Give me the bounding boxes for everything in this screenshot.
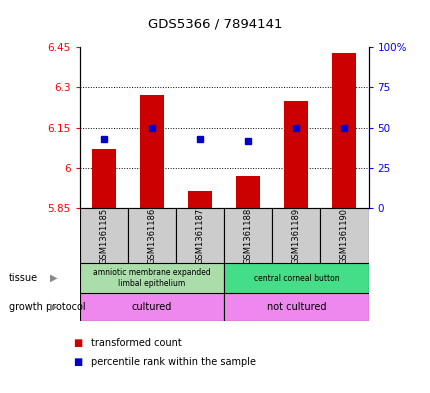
Bar <box>236 176 260 208</box>
Text: cultured: cultured <box>132 302 172 312</box>
Bar <box>224 263 368 293</box>
Bar <box>140 95 163 208</box>
Bar <box>187 191 212 208</box>
Text: GSM1361186: GSM1361186 <box>147 208 156 264</box>
Text: amniotic membrane expanded
limbal epithelium: amniotic membrane expanded limbal epithe… <box>93 268 210 288</box>
Text: growth protocol: growth protocol <box>9 302 85 312</box>
Text: GSM1361188: GSM1361188 <box>243 208 252 264</box>
Bar <box>80 263 224 293</box>
Bar <box>332 53 356 208</box>
Bar <box>319 208 368 263</box>
Bar <box>224 293 368 321</box>
Bar <box>272 208 319 263</box>
Text: ■: ■ <box>73 357 82 367</box>
Text: ▶: ▶ <box>49 273 57 283</box>
Bar <box>92 149 116 208</box>
Text: GSM1361189: GSM1361189 <box>291 208 300 264</box>
Bar <box>80 293 224 321</box>
Bar <box>128 208 175 263</box>
Text: ■: ■ <box>73 338 82 348</box>
Bar <box>175 208 224 263</box>
Text: transformed count: transformed count <box>90 338 181 348</box>
Bar <box>224 208 272 263</box>
Text: GSM1361190: GSM1361190 <box>339 208 348 264</box>
Text: central corneal button: central corneal button <box>253 274 338 283</box>
Text: tissue: tissue <box>9 273 38 283</box>
Text: percentile rank within the sample: percentile rank within the sample <box>90 357 255 367</box>
Text: GSM1361187: GSM1361187 <box>195 208 204 264</box>
Text: GDS5366 / 7894141: GDS5366 / 7894141 <box>148 18 282 31</box>
Text: GSM1361185: GSM1361185 <box>99 208 108 264</box>
Text: not cultured: not cultured <box>266 302 326 312</box>
Bar <box>80 208 128 263</box>
Bar <box>284 101 307 208</box>
Text: ▶: ▶ <box>49 302 57 312</box>
